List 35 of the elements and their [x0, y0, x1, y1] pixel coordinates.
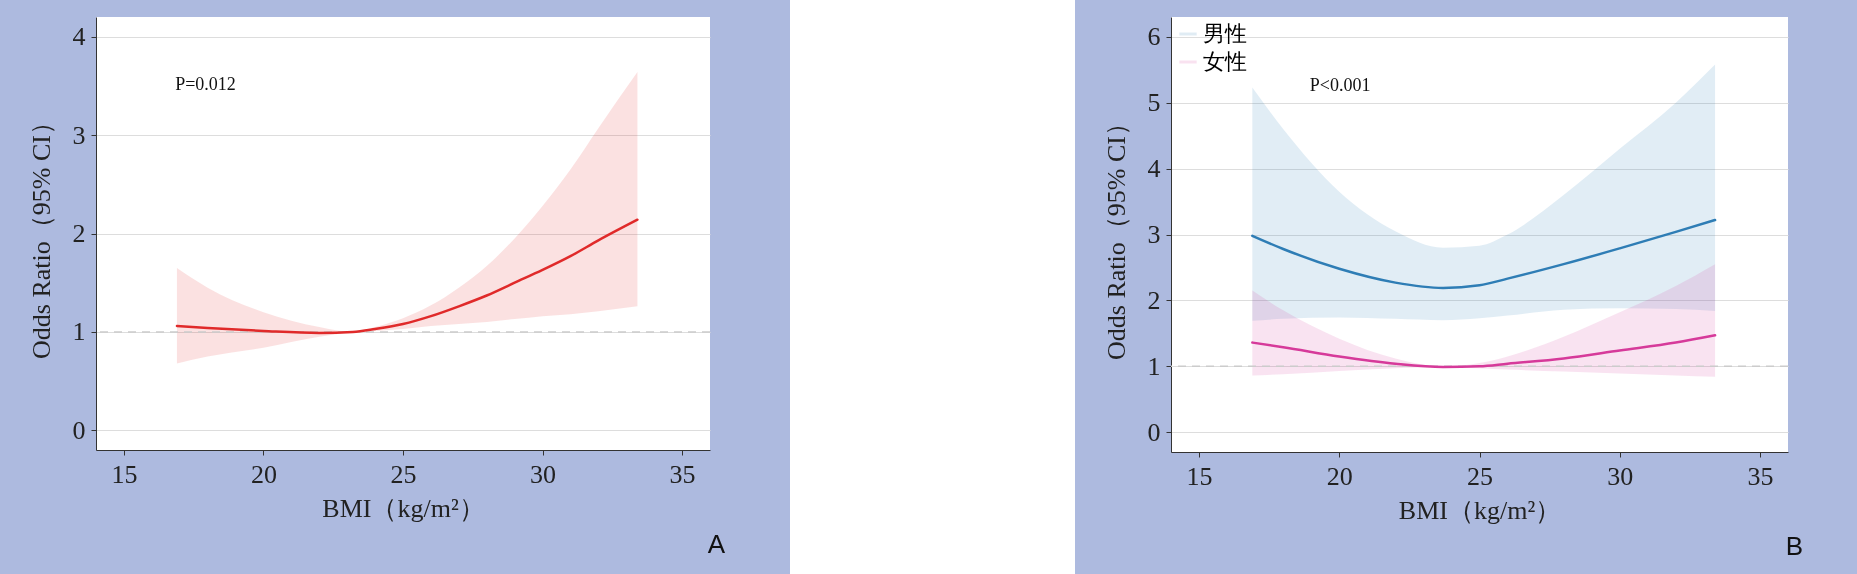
- y-axis-title: Odds Ratio（95% CI）: [26, 109, 56, 359]
- x-tick-label: 20: [250, 459, 277, 489]
- x-tick-label: 35: [669, 459, 696, 489]
- line-series: [1251, 218, 1717, 290]
- text: B: [1785, 531, 1803, 561]
- x-axis-title: BMI（kg/m²）: [322, 493, 485, 523]
- y-tick-label: 1: [72, 317, 86, 347]
- text: A: [707, 529, 726, 559]
- line-series: [1251, 334, 1717, 369]
- legend-label: 男性: [1203, 21, 1247, 46]
- y-axis-title: Odds Ratio（95% CI）: [1101, 110, 1131, 360]
- y-tick-label: 1: [1147, 351, 1161, 381]
- legend-label: 女性: [1203, 49, 1247, 74]
- x-tick-label: 15: [1186, 461, 1213, 491]
- x-tick-label: 30: [530, 459, 557, 489]
- x-axis-title: BMI（kg/m²）: [1398, 495, 1562, 525]
- line-series: [175, 218, 639, 335]
- y-tick-label: 3: [72, 120, 86, 150]
- y-tick-label: 0: [1147, 417, 1161, 447]
- x-tick-label: 15: [111, 459, 138, 489]
- x-tick-label: 35: [1747, 461, 1774, 491]
- x-tick-label: 30: [1607, 461, 1634, 491]
- y-tick-label: 3: [1147, 220, 1161, 249]
- y-tick-label: 0: [72, 415, 86, 445]
- y-tick-label: 2: [1147, 285, 1161, 315]
- y-tick-label: 2: [72, 219, 86, 248]
- y-tick-label: 4: [72, 22, 86, 52]
- x-tick-label: 25: [390, 459, 417, 489]
- annotation: P=0.012: [175, 74, 236, 95]
- y-tick-label: 4: [1147, 154, 1161, 184]
- x-tick-label: 20: [1326, 461, 1353, 491]
- y-tick-label: 5: [1147, 88, 1161, 118]
- annotation: P<0.001: [1309, 74, 1371, 95]
- x-tick-label: 25: [1467, 461, 1493, 491]
- y-tick-label: 6: [1147, 22, 1161, 52]
